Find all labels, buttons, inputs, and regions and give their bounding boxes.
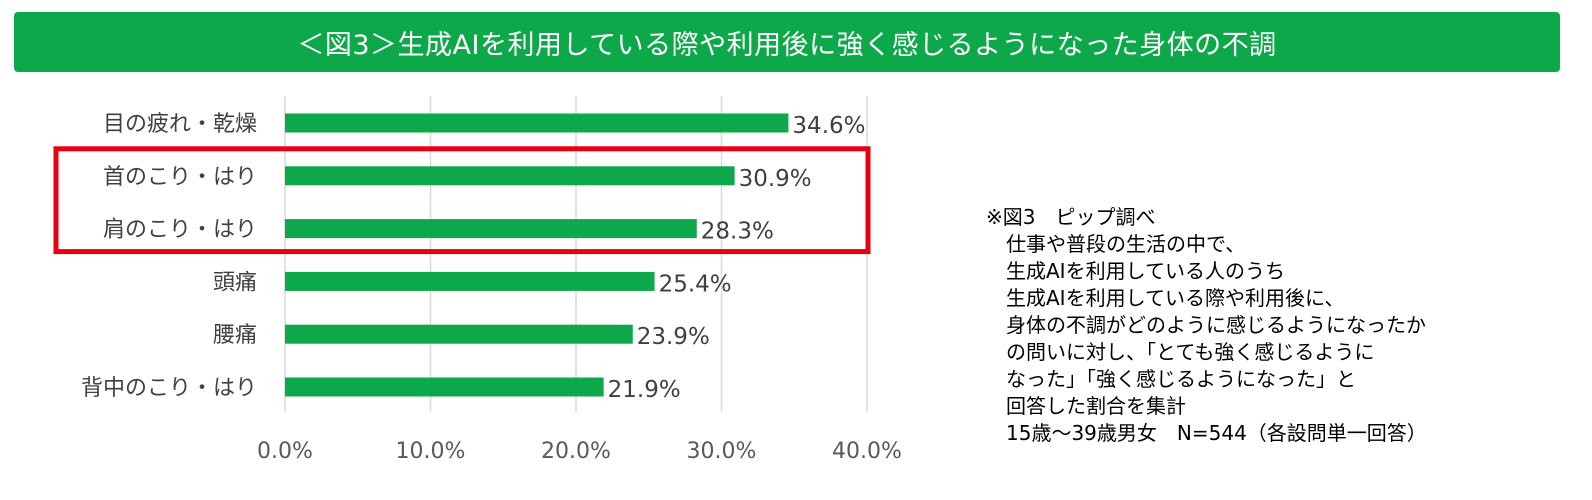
bar (285, 271, 655, 291)
note-line: 回答した割合を集計 (986, 394, 1186, 418)
category-label: 肩のこり・はり (103, 218, 257, 243)
category-label: 腰痛 (213, 323, 257, 348)
bars (285, 113, 789, 397)
x-tick-label: 40.0% (832, 439, 902, 464)
x-tick-label: 20.0% (541, 439, 611, 464)
chart-title: ＜図3＞生成AIを利用している際や利用後に強く感じるようになった身体の不調 (14, 12, 1560, 72)
note-line: の問いに対し、「とても強く感じるように (986, 340, 1375, 364)
note-line: 生成AIを利用している人のうち (986, 259, 1285, 283)
value-labels: 34.6% 30.9% 28.3% 25.4% 23.9% 21.9% (608, 113, 866, 403)
x-axis-tick-labels: 0.0% 10.0% 20.0% 30.0% 40.0% (257, 439, 902, 464)
bar (285, 324, 633, 344)
value-label: 21.9% (608, 377, 681, 403)
category-label: 頭痛 (213, 270, 257, 295)
x-tick-label: 30.0% (687, 439, 757, 464)
value-label: 28.3% (701, 219, 774, 245)
highlight-box (53, 146, 871, 255)
note-line: 生成AIを利用している際や利用後に、 (986, 286, 1345, 310)
bar (285, 113, 789, 133)
value-label: 30.9% (739, 166, 812, 192)
x-tick-label: 10.0% (396, 439, 466, 464)
bar (285, 166, 735, 186)
note-line: ※図3 ピップ調べ (986, 205, 1156, 229)
note-line: なった」「強く感じるようになった」と (986, 367, 1356, 391)
category-label: 背中のこり・はり (81, 376, 257, 401)
footnote: ※図3 ピップ調べ 仕事や普段の生活の中で、 生成AIを利用している人のうち 生… (986, 204, 1566, 447)
value-label: 23.9% (637, 324, 710, 350)
x-tick-label: 0.0% (257, 439, 313, 464)
bar (285, 377, 604, 397)
bar (285, 219, 697, 239)
value-label: 25.4% (659, 271, 732, 297)
note-line: 15歳～39歳男女 N=544（各設問単一回答） (986, 421, 1427, 445)
category-label: 目の疲れ・乾燥 (103, 112, 257, 137)
category-label: 首のこり・はり (103, 165, 257, 190)
note-line: 身体の不調がどのように感じるようになったか (986, 313, 1426, 337)
value-label: 34.6% (792, 113, 865, 139)
note-line: 仕事や普段の生活の中で、 (986, 232, 1246, 256)
